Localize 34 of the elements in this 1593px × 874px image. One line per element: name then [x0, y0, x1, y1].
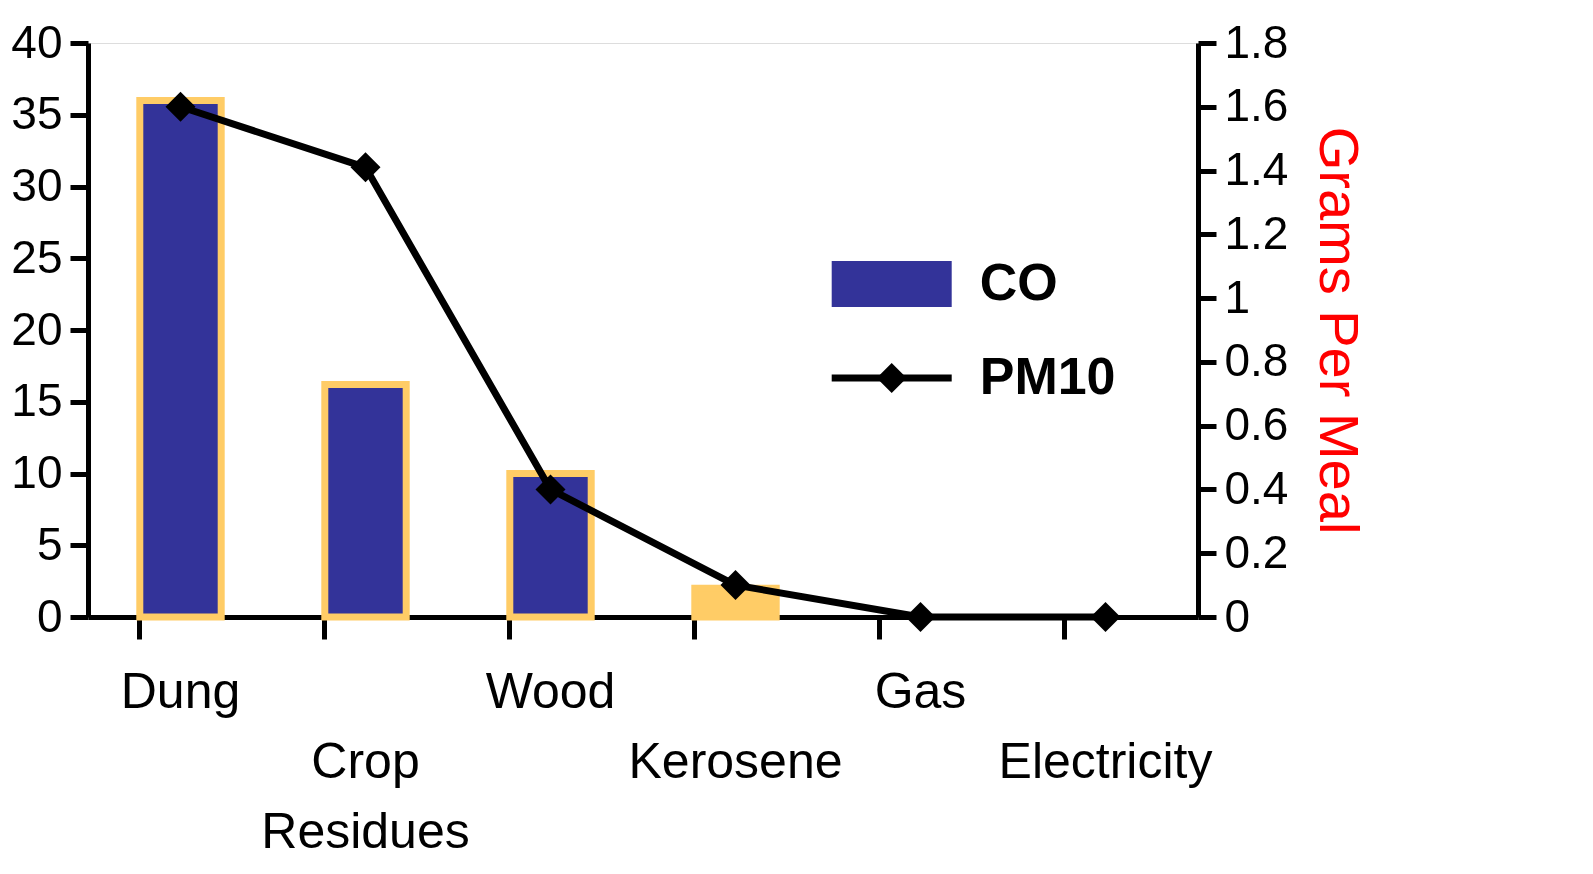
y-tick-label: 35 [11, 87, 63, 140]
x-tick-label: Electricity [998, 732, 1213, 789]
legend-label: PM10 [979, 347, 1116, 406]
y2-tick-label: 0 [1224, 589, 1251, 642]
x-tick-label: Gas [874, 662, 967, 719]
y-tick-label: 30 [11, 159, 63, 211]
y2-tick-label: 1.2 [1224, 206, 1289, 259]
y2-axis-title: Grams Per Meal [1308, 126, 1372, 535]
y-tick-label: 5 [36, 517, 63, 570]
x-tick-label: Kerosene [628, 732, 843, 789]
y2-tick-label: 1 [1224, 270, 1251, 323]
point [535, 474, 566, 505]
y2-tick-label: 1.6 [1224, 79, 1289, 132]
point [1090, 602, 1121, 632]
point [165, 91, 196, 122]
x-tick-label: Dung [120, 662, 241, 719]
y-tick-label: 20 [11, 302, 63, 355]
y2-tick-label: 1.8 [1224, 15, 1289, 68]
y2-tick-label: 1.4 [1224, 143, 1289, 196]
y2-tick-label: 0.2 [1224, 525, 1289, 578]
point [720, 570, 751, 601]
y-tick-label: 40 [11, 15, 63, 68]
y-tick-label: 15 [11, 374, 63, 427]
x-tick-label: Crop Residues [261, 732, 470, 859]
y2-tick-label: 0.6 [1224, 398, 1289, 451]
y-tick-label: 10 [11, 446, 63, 498]
point [905, 602, 936, 632]
y-tick-label: 0 [36, 589, 63, 642]
y-tick-label: 25 [11, 230, 63, 283]
x-tick-label: Wood [485, 662, 616, 719]
point [350, 152, 381, 183]
legend-label: CO [979, 253, 1058, 312]
y2-tick-label: 0.4 [1224, 461, 1289, 514]
y2-tick-label: 0.8 [1224, 334, 1289, 387]
